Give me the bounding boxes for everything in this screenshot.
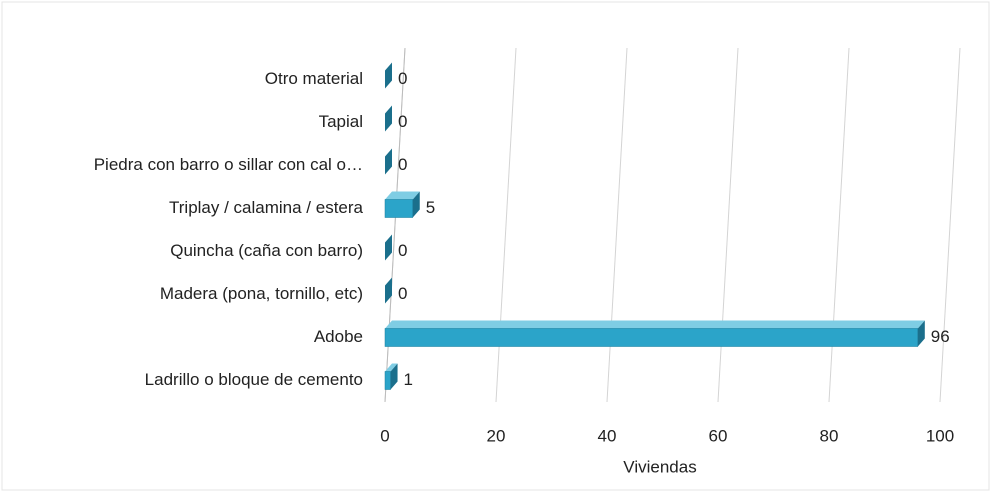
y-tick-label: Adobe (314, 327, 363, 346)
data-label: 0 (398, 155, 407, 174)
bar-side (412, 191, 420, 218)
grid-line (939, 47, 961, 403)
data-label: 0 (398, 284, 407, 303)
data-label: 0 (398, 241, 407, 260)
axis-line (384, 47, 406, 403)
bar (384, 371, 391, 390)
data-label: 1 (404, 370, 413, 389)
x-tick-label: 0 (380, 426, 389, 445)
data-label: 96 (931, 327, 950, 346)
bar (384, 199, 413, 218)
x-axis-label: Viviendas (623, 457, 696, 476)
x-tick-label: 20 (487, 426, 506, 445)
y-tick-label: Ladrillo o bloque de cemento (145, 370, 363, 389)
data-label: 0 (398, 112, 407, 131)
bar (384, 328, 919, 347)
bar-top (385, 320, 925, 329)
y-tick-label: Tapial (319, 112, 363, 131)
y-tick-label: Triplay / calamina / estera (169, 198, 364, 217)
x-tick-label: 60 (709, 426, 728, 445)
y-tick-label: Otro material (265, 69, 363, 88)
data-label: 0 (398, 69, 407, 88)
y-tick-label: Piedra con barro o sillar con cal o… (94, 155, 363, 174)
bar-side (385, 277, 392, 304)
data-label: 5 (426, 198, 435, 217)
bar-side (390, 363, 398, 390)
bar-side (385, 62, 392, 89)
grid-line (717, 47, 739, 403)
y-tick-label: Madera (pona, tornillo, etc) (160, 284, 363, 303)
bar-top (385, 363, 398, 372)
x-tick-label: 100 (926, 426, 954, 445)
bar-side (385, 234, 392, 261)
x-tick-label: 40 (598, 426, 617, 445)
grid-line (606, 47, 628, 403)
bar-side (385, 148, 392, 175)
grid-line (828, 47, 850, 403)
bar-side (917, 320, 925, 347)
bar-top (385, 191, 420, 200)
bar-side (385, 105, 392, 132)
grid-line (495, 47, 517, 403)
y-tick-label: Quincha (caña con barro) (170, 241, 363, 260)
x-tick-label: 80 (820, 426, 839, 445)
